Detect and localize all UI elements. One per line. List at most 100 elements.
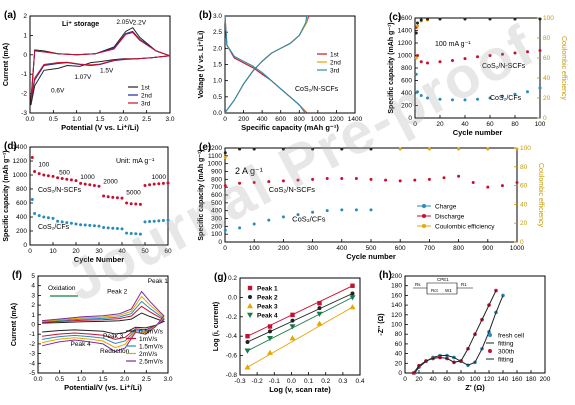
y-tick-label: 100 <box>391 322 402 329</box>
rate-label: 100 mA g⁻¹ <box>435 41 471 48</box>
legend-marker <box>248 295 252 299</box>
x-axis-label: Log (v, scan rate) <box>269 385 331 394</box>
data-point <box>413 178 417 182</box>
data-point <box>538 86 542 90</box>
peak-label: 0.6V <box>51 88 65 95</box>
y-tick-label: 600 <box>16 200 27 207</box>
rate-label: 1000 <box>80 174 95 181</box>
y-axis-label: Current (mA) <box>11 303 18 346</box>
data-point <box>148 183 152 187</box>
y-tick-label: 80 <box>395 331 403 338</box>
data-point <box>513 92 517 96</box>
data-point <box>125 231 129 235</box>
panel-c: (c)0 20 40 60 80 1000200400600800100012001400… <box>388 12 567 137</box>
data-point <box>83 182 87 186</box>
peak-label: 2.05V <box>116 19 134 26</box>
sweep-label: Oxidation <box>48 285 76 292</box>
data-point <box>416 21 419 25</box>
x-tick-label: 0 <box>28 248 32 255</box>
y-tick-label: 0.5 <box>213 94 222 101</box>
data-point <box>426 96 429 100</box>
data-point <box>143 184 147 187</box>
data-point <box>289 335 296 341</box>
charge-curve <box>224 15 308 114</box>
data-point <box>488 96 492 100</box>
data-point <box>451 59 454 62</box>
fitting-line <box>413 290 497 374</box>
x-tick-label: 120 <box>484 376 495 383</box>
data-point <box>120 196 124 200</box>
y-tick-label: -0.8 <box>226 372 238 379</box>
rate-label: 2000 <box>103 178 118 185</box>
data-point <box>457 147 461 151</box>
panel-label: (f) <box>12 270 22 281</box>
data-point <box>416 90 419 94</box>
y-tick-label: 60 <box>395 341 403 348</box>
data-point <box>102 226 106 229</box>
legend-label: Peak 3 <box>257 304 278 311</box>
panel-label: (a) <box>4 10 16 21</box>
peak-label: 2.2V <box>133 20 147 27</box>
charge-curve <box>224 15 309 114</box>
data-point <box>143 220 147 224</box>
material-label: CoS₂/N-SCFs <box>269 185 315 194</box>
y-tick-label: 160 <box>391 292 402 299</box>
panel-label: (c) <box>389 12 401 23</box>
y2-tick-label: 40 <box>520 201 528 208</box>
data-point <box>311 147 315 151</box>
fit-line <box>247 306 353 368</box>
material-label: CoS₂/CFs <box>38 224 70 231</box>
y2-tick-label: 80 <box>520 164 528 171</box>
data-point <box>74 179 78 183</box>
x-tick-label: 1.0 <box>72 116 81 123</box>
x-tick-label: 0.5 <box>49 116 58 123</box>
x-axis-label: Cycle Number <box>74 255 125 264</box>
y-tick-label: 400 <box>211 208 222 215</box>
data-point <box>244 364 251 370</box>
data-point <box>92 184 96 187</box>
data-point <box>488 17 492 21</box>
y2-tick-label: 0 <box>520 239 524 246</box>
legend-marker <box>422 214 426 218</box>
data-point <box>129 202 133 206</box>
data-point <box>111 226 115 230</box>
y-tick-label: 0.2 <box>228 275 237 282</box>
data-point <box>451 98 454 102</box>
y2-tick-label: 100 <box>543 15 554 22</box>
data-point <box>161 219 165 222</box>
legend-label: 0.5mV/s <box>139 329 164 336</box>
y-tick-label: 400 <box>16 214 27 221</box>
x-tick-label: 30 <box>95 248 103 255</box>
data-point <box>267 335 273 342</box>
x-axis-label: Potential/V (vs. Li⁺/Li) <box>64 383 142 392</box>
unit-label: Unit: mA g⁻¹ <box>116 158 155 165</box>
y-tick-label: 1000 <box>398 53 413 60</box>
x-tick-label: 80 <box>511 121 519 128</box>
data-point <box>463 98 467 102</box>
y-tick-label: 0 <box>23 52 27 59</box>
data-point <box>486 185 490 189</box>
cv-curve <box>41 290 165 353</box>
peak-label: 1.5V <box>100 67 114 74</box>
x-tick-label: 20 <box>72 248 80 255</box>
data-point <box>60 177 64 180</box>
y-tick-label: 140 <box>391 302 402 309</box>
data-point <box>526 50 529 54</box>
y-axis-label: Voltage (V vs. Li⁺/Li) <box>198 31 205 99</box>
data-point <box>245 334 250 339</box>
legend-label: fitting <box>498 357 514 364</box>
data-point <box>354 177 358 181</box>
x-tick-label: 2.5 <box>142 116 151 123</box>
y-tick-label: -2 <box>21 91 27 98</box>
y-tick-label: 4 <box>31 283 35 290</box>
y-tick-label: 20 <box>395 360 403 367</box>
x-axis-label: Z' (Ω) <box>465 383 485 392</box>
data-point <box>152 182 156 186</box>
data-point <box>398 147 402 151</box>
data-point <box>463 57 467 61</box>
circuit-label: W1 <box>445 288 452 293</box>
legend-label: 2nd <box>141 93 152 100</box>
data-point <box>223 151 227 155</box>
legend-marker <box>247 303 253 309</box>
